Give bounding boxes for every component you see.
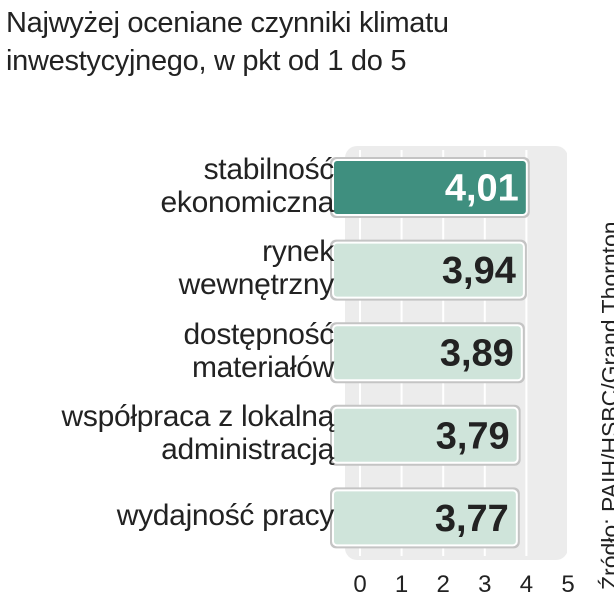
value-label: 3,77 — [435, 498, 509, 540]
bar — [332, 324, 523, 382]
category-label: dostępność materiałów — [183, 317, 335, 384]
bar — [332, 406, 519, 464]
bar — [332, 489, 518, 547]
source: Źródło: PAIH/HSBC/Grand Thornton — [597, 221, 614, 590]
x-tick-label: 3 — [478, 571, 491, 598]
value-label: 3,79 — [436, 415, 510, 457]
x-tick-label: 5 — [561, 571, 574, 598]
category-label: współpraca z lokalną administracją — [61, 400, 335, 467]
x-tick-label: 4 — [520, 571, 533, 598]
value-label: 3,94 — [442, 250, 516, 292]
x-tick-label: 2 — [437, 571, 450, 598]
value-label: 4,01 — [445, 168, 519, 210]
value-label: 3,89 — [440, 333, 514, 375]
category-label: rynek wewnętrzny — [178, 235, 335, 302]
category-label: wydajność pracy — [116, 499, 335, 533]
chart-title: Najwyżej oceniane czynniki klimatu inwes… — [6, 7, 449, 77]
category-label: stabilność ekonomiczna — [160, 152, 335, 219]
x-tick-label: 1 — [395, 571, 408, 598]
bar — [332, 159, 528, 216]
bar — [332, 241, 525, 299]
x-tick-label: 0 — [353, 571, 366, 598]
